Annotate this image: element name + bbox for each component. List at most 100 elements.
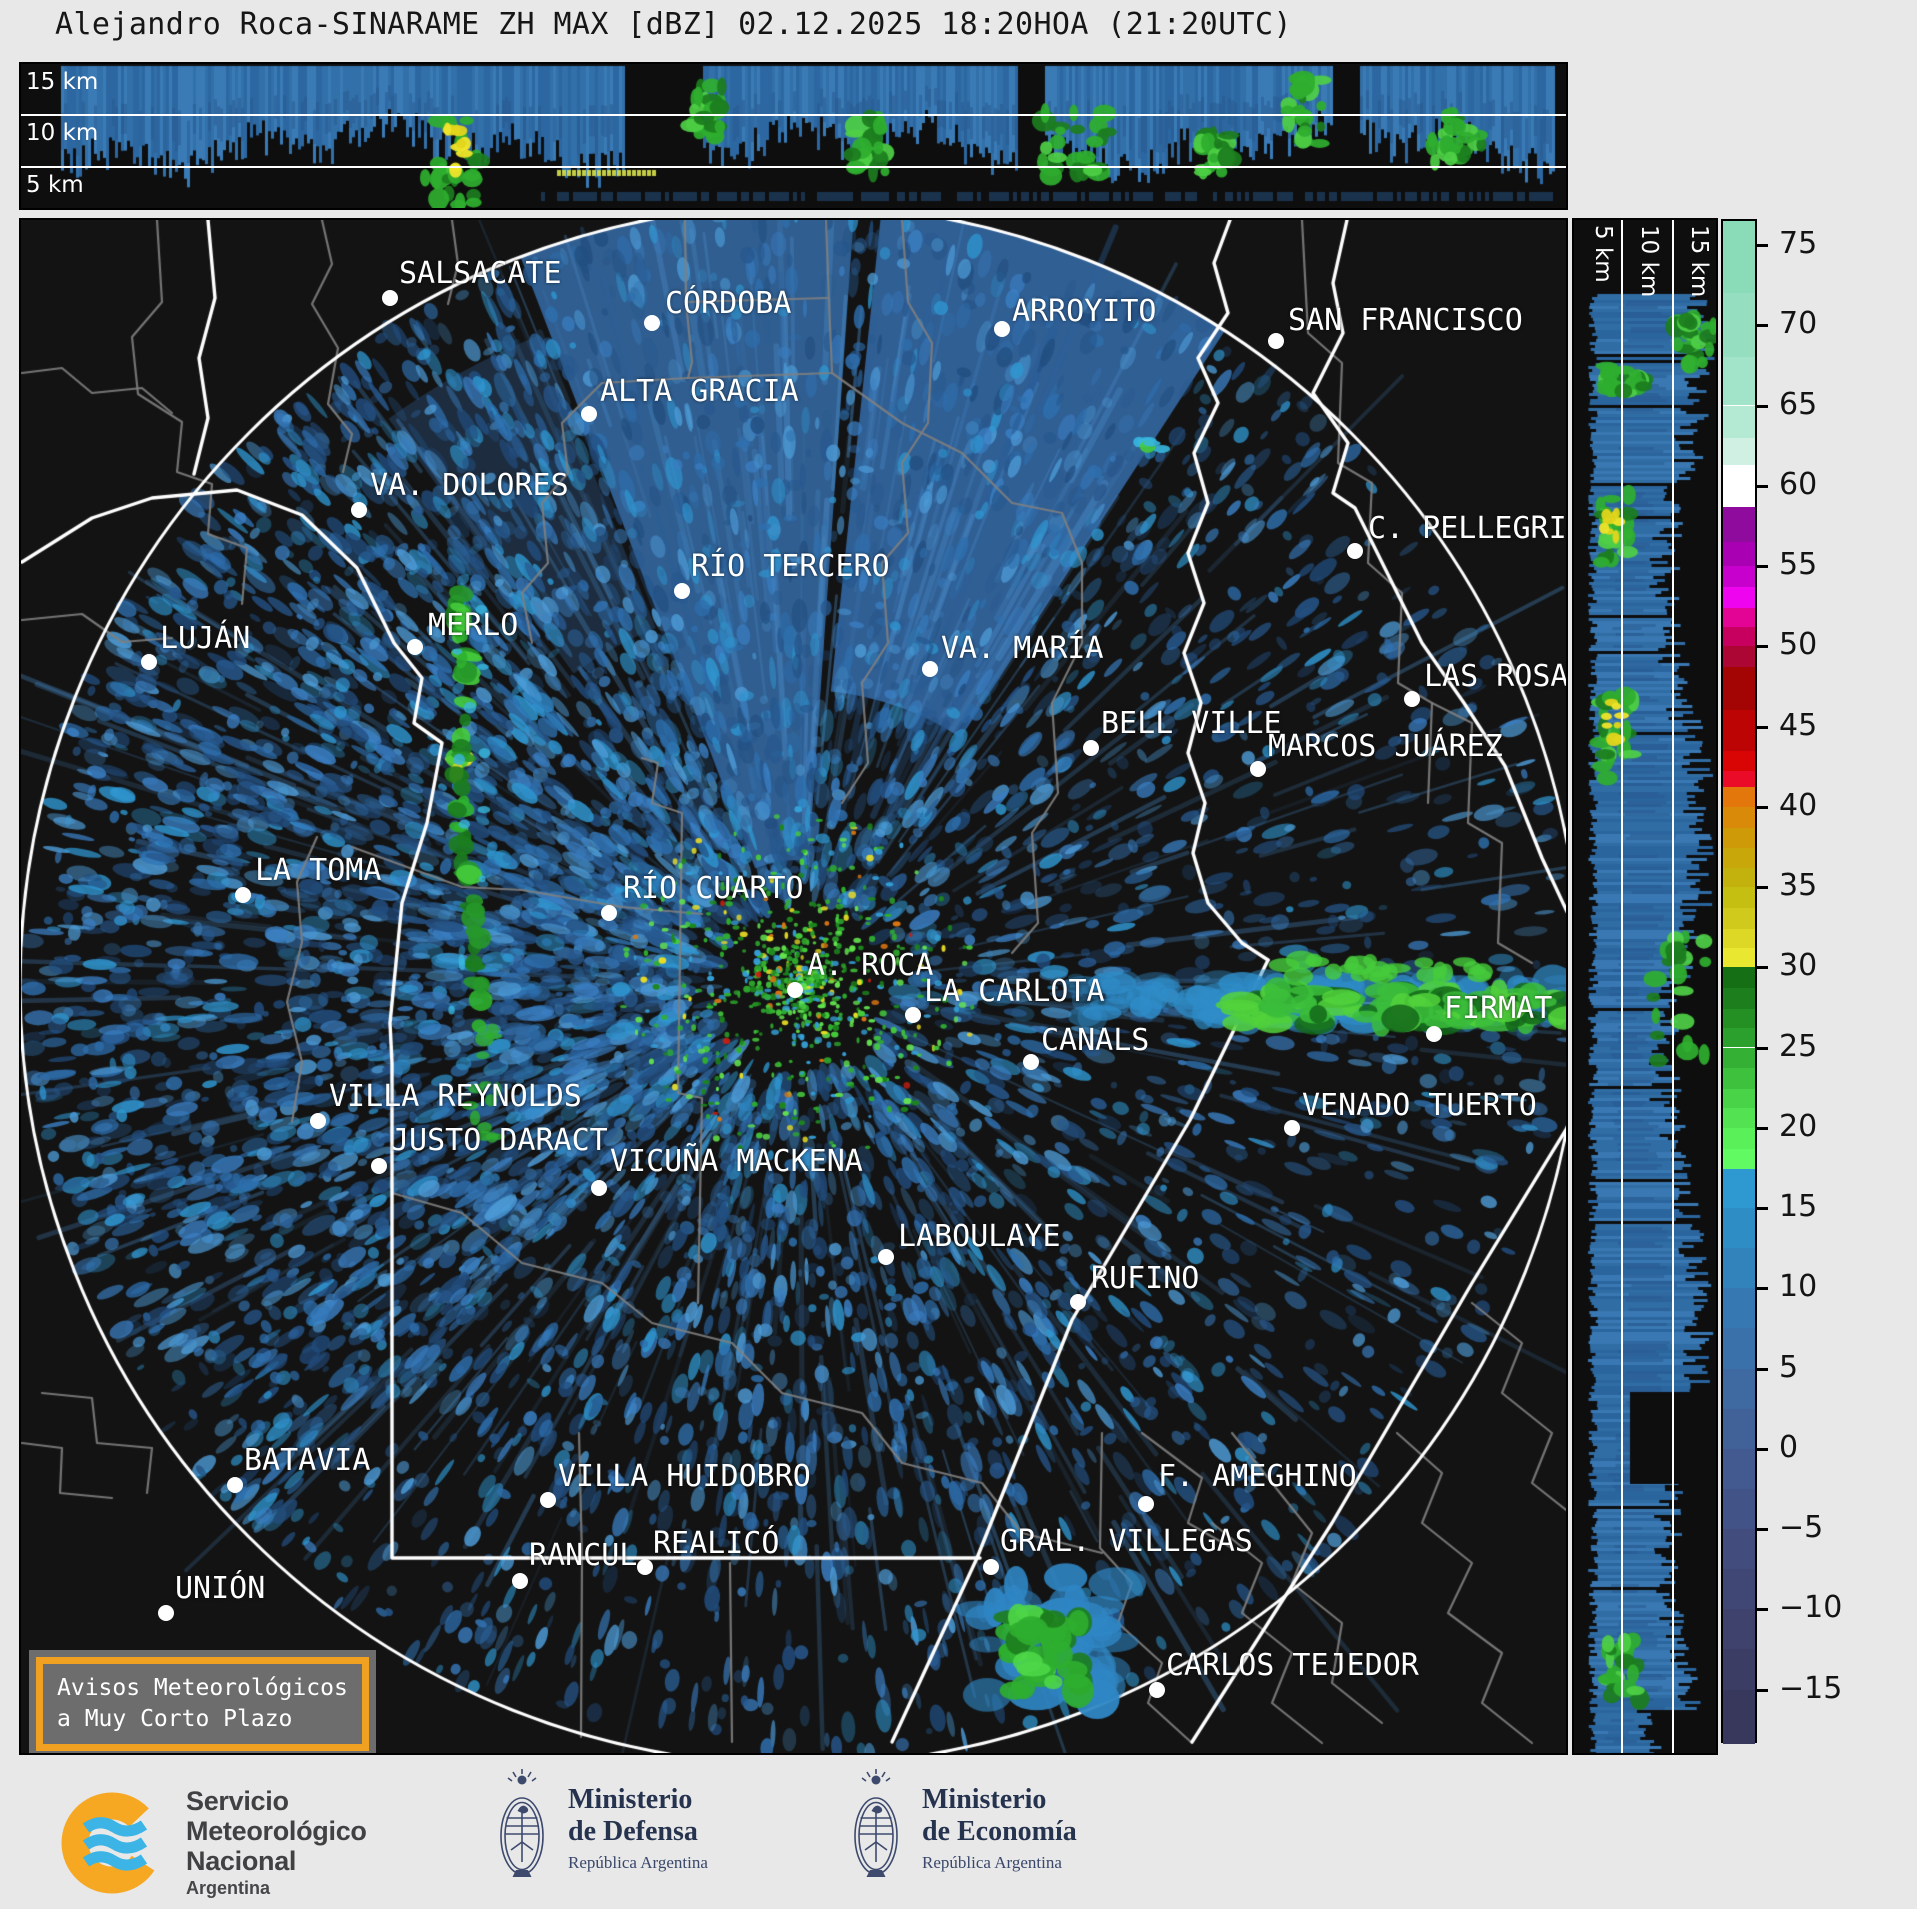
city-dot-canals xyxy=(1023,1054,1039,1070)
city-label-va-dolores: VA. DOLORES xyxy=(370,468,569,503)
city-label-villa-reynolds: VILLA REYNOLDS xyxy=(329,1079,582,1114)
city-label-gral-villegas: GRAL. VILLEGAS xyxy=(1000,1524,1253,1559)
colorbar-tick-label: 50 xyxy=(1779,627,1818,662)
colorbar-segment xyxy=(1723,626,1755,647)
colorbar-segment xyxy=(1723,1288,1755,1329)
page-title: Alejandro Roca-SINARAME ZH MAX [dBZ] 02.… xyxy=(55,7,1292,42)
city-dot-r-o-tercero xyxy=(674,583,690,599)
radar-map: SALSACATE CÓRDOBA ARROYITO SAN FRANCISCO ALT… xyxy=(19,218,1568,1755)
city-label-realic-: REALICÓ xyxy=(653,1526,780,1561)
colorbar-tick-label: 60 xyxy=(1779,466,1818,502)
city-dot-uni-n xyxy=(158,1605,174,1621)
height-gridline-10km-vert xyxy=(1621,220,1623,1753)
colorbar-segment xyxy=(1723,1488,1755,1529)
colorbar-segment xyxy=(1723,1068,1755,1090)
colorbar-segment xyxy=(1723,787,1755,807)
height-label-15km: 15 km xyxy=(26,69,99,95)
city-label-uni-n: UNIÓN xyxy=(175,1571,266,1606)
colorbar-tick xyxy=(1757,404,1768,408)
city-dot-laboulaye xyxy=(878,1249,894,1265)
city-label-rancul: RANCUL xyxy=(529,1538,638,1573)
colorbar-tick-label: 40 xyxy=(1779,787,1818,823)
colorbar-tick-label: 55 xyxy=(1779,546,1818,582)
city-label-la-carlota: LA CARLOTA xyxy=(924,974,1105,1009)
colorbar-tick xyxy=(1757,324,1768,328)
colorbar-segment xyxy=(1723,967,1755,989)
colorbar-tick xyxy=(1757,805,1768,809)
city-label-laboulaye: LABOULAYE xyxy=(898,1219,1061,1254)
city-label-marcos-ju-rez: MARCOS JUÁREZ xyxy=(1268,729,1503,764)
city-dot-realic- xyxy=(637,1559,653,1575)
colorbar-tick xyxy=(1757,1447,1768,1451)
colorbar-tick xyxy=(1757,1688,1768,1692)
city-label-la-toma: LA TOMA xyxy=(255,853,382,888)
colorbar-tick-label: 65 xyxy=(1779,386,1818,422)
colorbar-segment xyxy=(1723,1248,1755,1289)
colorbar-segment xyxy=(1723,1169,1755,1208)
colorbar-tick-label: 0 xyxy=(1779,1429,1799,1465)
colorbar-segment xyxy=(1723,1208,1755,1249)
city-dot-rufino xyxy=(1070,1294,1086,1310)
notice-line-1: Avisos Meteorológicos xyxy=(57,1675,348,1701)
city-dot-villa-huidobro xyxy=(540,1492,556,1508)
city-label-villa-huidobro: VILLA HUIDOBRO xyxy=(558,1459,811,1494)
colorbar-segment xyxy=(1723,607,1755,627)
colorbar-segment xyxy=(1723,848,1755,868)
colorbar-segment xyxy=(1723,1127,1755,1149)
colorbar-segment xyxy=(1723,750,1755,772)
colorbar-segment xyxy=(1723,646,1755,668)
colorbar-tick xyxy=(1757,966,1768,970)
colorbar-segment xyxy=(1723,1047,1755,1069)
notice-line-2: a Muy Corto Plazo xyxy=(57,1706,293,1732)
colorbar-segment xyxy=(1723,1148,1755,1170)
top-cross-section-panel: 15 km 10 km 5 km xyxy=(19,62,1568,210)
top-cross-section-canvas xyxy=(21,64,1566,208)
city-label-r-o-cuarto: RÍO CUARTO xyxy=(623,871,804,906)
colorbar-segment xyxy=(1723,907,1755,929)
city-label-f-ameghino: F. AMEGHINO xyxy=(1158,1459,1357,1494)
city-dot-villa-reynolds xyxy=(310,1113,326,1129)
city-label-a-roca: A. ROCA xyxy=(807,948,934,983)
city-label-arroyito: ARROYITO xyxy=(1012,294,1157,329)
right-cross-section-panel: 5 km 10 km 15 km xyxy=(1572,218,1718,1755)
height-label-10km: 10 km xyxy=(26,120,99,146)
colorbar-segment xyxy=(1723,1408,1755,1449)
smn-logo-block: Servicio Meteorológico Nacional Argentin… xyxy=(58,1786,367,1900)
city-label-luj-n: LUJÁN xyxy=(160,621,251,656)
colorbar-tick-label: 75 xyxy=(1779,225,1818,261)
height-gridline-15km-vert xyxy=(1672,220,1674,1753)
colorbar-tick-label: −15 xyxy=(1779,1670,1843,1706)
city-label-salsacate: SALSACATE xyxy=(399,256,562,291)
colorbar-tick xyxy=(1757,1046,1768,1050)
colorbar-segment xyxy=(1723,806,1755,828)
smn-logo xyxy=(61,1792,163,1894)
city-label-canals: CANALS xyxy=(1041,1023,1150,1058)
colorbar-segment xyxy=(1723,1529,1755,1570)
height-label-10km-vert: 10 km xyxy=(1636,225,1662,298)
city-dot-la-toma xyxy=(235,887,251,903)
height-label-15km-vert: 15 km xyxy=(1686,225,1712,298)
colorbar-tick-label: 10 xyxy=(1779,1269,1818,1304)
city-label-firmat: FIRMAT xyxy=(1444,991,1553,1026)
city-dot-f-ameghino xyxy=(1138,1496,1154,1512)
city-label-merlo: MERLO xyxy=(428,608,519,643)
smn-name-line2: Meteorológico xyxy=(186,1816,367,1846)
city-dot-las-rosas xyxy=(1404,691,1420,707)
colorbar-tick-label: −5 xyxy=(1779,1509,1824,1545)
colorbar-tick xyxy=(1757,1608,1768,1612)
colorbar-segment xyxy=(1723,566,1755,587)
city-dot-c-rdoba xyxy=(644,315,660,331)
colorbar-segment xyxy=(1723,464,1755,507)
colorbar-segment xyxy=(1723,1028,1755,1048)
city-dot-va-mar-a xyxy=(922,661,938,677)
city-label-san-francisco: SAN FRANCISCO xyxy=(1288,303,1523,338)
colorbar-segment xyxy=(1723,293,1755,358)
colorbar-segment xyxy=(1723,1328,1755,1369)
colorbar-segment xyxy=(1723,988,1755,1009)
colorbar-segment xyxy=(1723,1089,1755,1109)
colorbar-tick-label: 5 xyxy=(1779,1349,1799,1385)
height-label-5km: 5 km xyxy=(26,172,84,198)
city-label-bell-ville: BELL VILLE xyxy=(1101,706,1282,741)
defensa-name-line2: de Defensa xyxy=(568,1815,698,1847)
colorbar-segment xyxy=(1723,1609,1755,1650)
